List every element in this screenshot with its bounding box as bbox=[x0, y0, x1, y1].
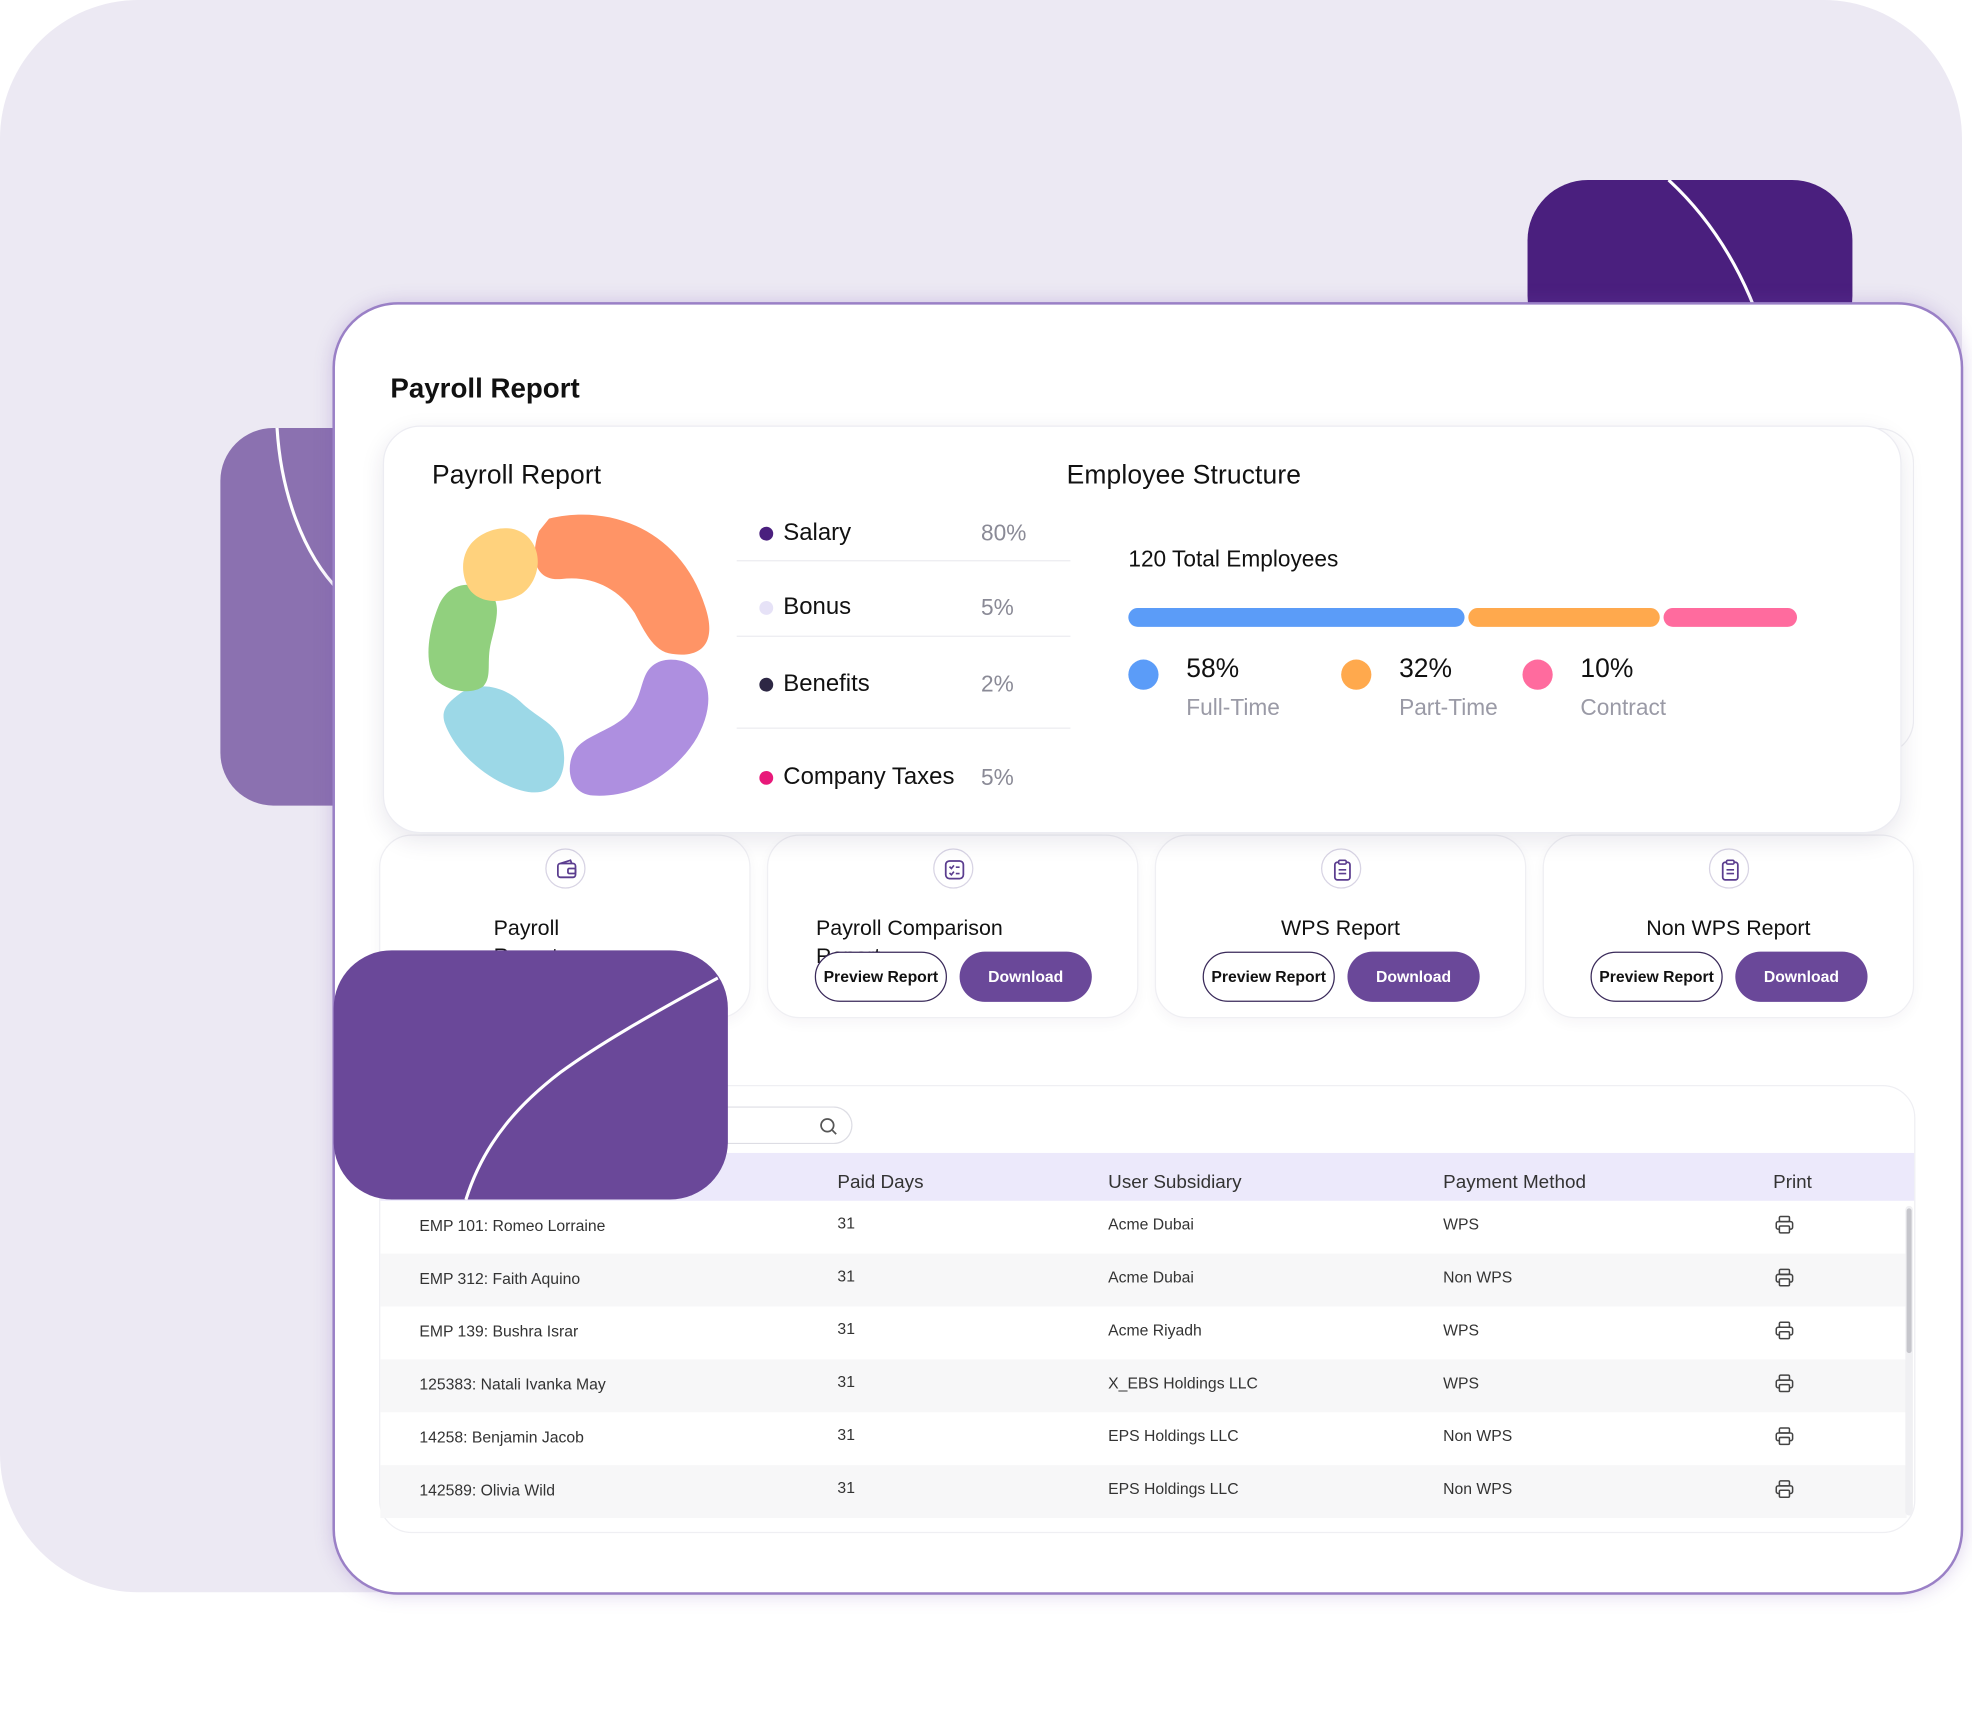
column-header-payment-method[interactable]: Payment Method bbox=[1443, 1171, 1586, 1194]
table-row[interactable] bbox=[380, 1465, 1907, 1518]
cell-paid-days: 31 bbox=[837, 1267, 855, 1286]
cell-employee: 14258: Benjamin Jacob bbox=[419, 1428, 584, 1447]
report-card-title: Non WPS Report bbox=[1646, 916, 1811, 941]
table-scrollbar[interactable] bbox=[1905, 1205, 1913, 1516]
decorative-shape-front bbox=[333, 950, 728, 1200]
preview-report-button[interactable]: Preview Report bbox=[1202, 951, 1335, 1002]
printer-icon[interactable] bbox=[1774, 1479, 1794, 1499]
cell-payment-method: Non WPS bbox=[1443, 1427, 1513, 1445]
report-card-wps: WPS Report Preview Report Download bbox=[1154, 834, 1527, 1019]
clipboard-icon bbox=[1320, 848, 1361, 889]
stat-value: 58% bbox=[1186, 654, 1240, 684]
stat-dot bbox=[1128, 659, 1159, 690]
legend-dot bbox=[759, 770, 774, 785]
donut-segment-purple bbox=[569, 659, 709, 796]
report-card-title: WPS Report bbox=[1281, 916, 1401, 941]
cell-payment-method: Non WPS bbox=[1443, 1268, 1513, 1287]
cell-paid-days: 31 bbox=[837, 1373, 855, 1391]
legend-item-benefits: Benefits 2% bbox=[737, 647, 1071, 723]
printer-icon[interactable] bbox=[1774, 1268, 1794, 1288]
bar-segment-contract bbox=[1663, 607, 1798, 627]
legend-label: Salary bbox=[783, 519, 852, 547]
stat-label: Part-Time bbox=[1399, 694, 1498, 720]
cell-subsidiary: EPS Holdings LLC bbox=[1108, 1427, 1239, 1445]
column-header-user-subsidiary[interactable]: User Subsidiary bbox=[1108, 1171, 1242, 1194]
printer-icon[interactable] bbox=[1774, 1215, 1794, 1235]
table-row[interactable] bbox=[380, 1359, 1907, 1413]
donut-segment-green bbox=[428, 584, 497, 692]
checklist-icon bbox=[932, 848, 973, 889]
bar-segment-full-time bbox=[1128, 607, 1465, 627]
scrollbar-thumb[interactable] bbox=[1906, 1208, 1912, 1354]
payroll-donut-chart bbox=[428, 514, 710, 796]
column-header-print: Print bbox=[1773, 1171, 1812, 1194]
download-button[interactable]: Download bbox=[1735, 951, 1868, 1002]
cell-payment-method: WPS bbox=[1443, 1374, 1480, 1393]
legend-item-company-taxes: Company Taxes 5% bbox=[737, 740, 1071, 816]
legend-label: Company Taxes bbox=[783, 764, 955, 791]
printer-icon[interactable] bbox=[1774, 1320, 1794, 1340]
bar-segment-part-time bbox=[1468, 607, 1660, 627]
download-button[interactable]: Download bbox=[959, 951, 1092, 1002]
legend-item-salary: Salary 80% bbox=[737, 496, 1071, 572]
cell-payment-method: Non WPS bbox=[1443, 1480, 1513, 1498]
cell-employee: 142589: Olivia Wild bbox=[419, 1481, 555, 1500]
cell-paid-days: 31 bbox=[837, 1478, 855, 1497]
cell-employee: EMP 312: Faith Aquino bbox=[419, 1270, 581, 1288]
legend-label: Bonus bbox=[783, 594, 852, 621]
printer-icon[interactable] bbox=[1774, 1373, 1794, 1393]
cell-employee: 125383: Natali Ivanka May bbox=[419, 1375, 606, 1394]
page-title: Payroll Report bbox=[390, 372, 580, 405]
stat-dot bbox=[1341, 659, 1372, 690]
donut-segment-yellow bbox=[463, 528, 538, 602]
cell-subsidiary: X_EBS Holdings LLC bbox=[1108, 1374, 1258, 1393]
stat-value: 32% bbox=[1399, 654, 1453, 684]
cell-subsidiary: Acme Riyadh bbox=[1108, 1321, 1202, 1340]
cell-subsidiary: EPS Holdings LLC bbox=[1108, 1480, 1239, 1498]
donut-segment-orange bbox=[534, 514, 710, 655]
table-row[interactable] bbox=[380, 1253, 1907, 1307]
report-card-non-wps: Non WPS Report Preview Report Download bbox=[1542, 834, 1915, 1019]
total-employees: 120 Total Employees bbox=[1128, 546, 1339, 572]
legend-divider bbox=[736, 635, 1071, 637]
cell-paid-days: 31 bbox=[837, 1426, 855, 1444]
preview-report-button[interactable]: Preview Report bbox=[814, 951, 947, 1002]
cell-employee: EMP 101: Romeo Lorraine bbox=[419, 1217, 606, 1235]
column-header-paid-days[interactable]: Paid Days bbox=[837, 1171, 924, 1194]
cell-payment-method: WPS bbox=[1443, 1215, 1480, 1234]
employee-structure-title: Employee Structure bbox=[1066, 460, 1302, 490]
stat-label: Full-Time bbox=[1186, 694, 1280, 720]
cell-subsidiary: Acme Dubai bbox=[1108, 1268, 1194, 1287]
legend-percent: 80% bbox=[980, 520, 1027, 546]
download-button[interactable]: Download bbox=[1347, 951, 1480, 1002]
cell-paid-days: 31 bbox=[837, 1214, 855, 1233]
preview-report-button[interactable]: Preview Report bbox=[1590, 951, 1723, 1002]
legend-dot bbox=[759, 526, 774, 541]
stat-label: Contract bbox=[1580, 694, 1667, 720]
payroll-breakdown-title: Payroll Report bbox=[431, 460, 602, 490]
report-card-payroll-comparison: Payroll Comparison Report Preview Report… bbox=[766, 834, 1139, 1019]
legend-divider bbox=[736, 560, 1071, 562]
legend-dot bbox=[759, 601, 774, 615]
stat-value: 10% bbox=[1580, 654, 1634, 684]
printer-icon[interactable] bbox=[1774, 1426, 1794, 1446]
legend-label: Benefits bbox=[783, 670, 870, 698]
cell-employee: EMP 139: Bushra Israr bbox=[419, 1322, 579, 1341]
cell-payment-method: WPS bbox=[1443, 1321, 1480, 1340]
cell-paid-days: 31 bbox=[837, 1320, 855, 1338]
stat-dot bbox=[1522, 659, 1553, 690]
legend-divider bbox=[736, 727, 1071, 729]
legend-item-bonus: Bonus 5% bbox=[737, 570, 1071, 646]
wallet-icon bbox=[544, 848, 585, 889]
cell-subsidiary: Acme Dubai bbox=[1108, 1215, 1194, 1234]
search-icon bbox=[820, 1118, 837, 1135]
legend-percent: 5% bbox=[980, 594, 1014, 620]
legend-percent: 5% bbox=[980, 764, 1014, 790]
donut-segment-blue bbox=[443, 686, 565, 793]
clipboard-icon bbox=[1708, 848, 1749, 889]
legend-percent: 2% bbox=[980, 671, 1014, 697]
legend-dot bbox=[759, 677, 774, 692]
